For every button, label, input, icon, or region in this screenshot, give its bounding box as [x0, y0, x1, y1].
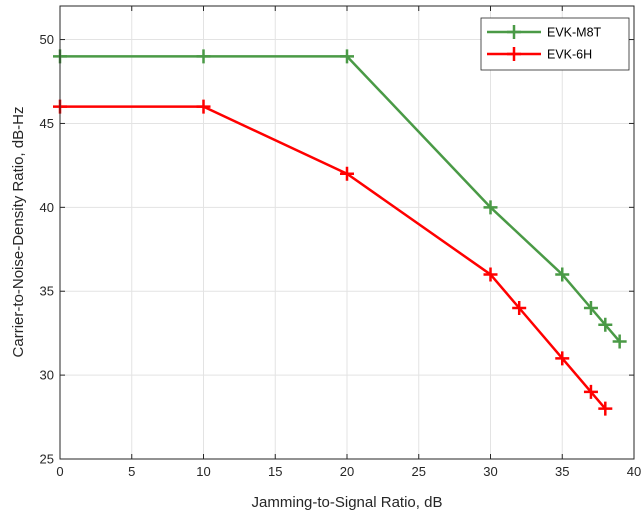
legend-marker-1: [507, 47, 521, 61]
legend: EVK-M8T EVK-6H: [480, 17, 630, 71]
y-tick-label: 35: [40, 284, 54, 299]
x-tick-label: 10: [196, 464, 210, 479]
x-tick-label: 30: [483, 464, 497, 479]
data-point-marker: [598, 401, 613, 416]
series-line-0: [60, 55, 621, 343]
legend-label-1: EVK-6H: [547, 48, 592, 62]
y-tick-label: 40: [40, 200, 54, 215]
data-point-marker: [196, 99, 211, 114]
x-tick-label: 5: [128, 464, 135, 479]
y-tick-label: 25: [40, 452, 54, 467]
data-point-marker: [483, 267, 498, 282]
data-point-marker: [340, 166, 354, 181]
data-point-marker: [555, 351, 570, 366]
y-tick-label: 45: [40, 116, 54, 131]
y-tick-label: 50: [40, 32, 54, 47]
series-line-1: [60, 105, 607, 410]
data-point-marker: [555, 267, 570, 282]
legend-box: [480, 17, 630, 71]
tick-labels: 0 5 10 15 20 25 30 35 40 25 30 35 40 45 50: [40, 32, 641, 479]
data-point-marker: [196, 49, 211, 64]
data-point-marker: [612, 334, 627, 349]
y-axis-label: Carrier-to-Noise-Density Ratio, dB-Hz: [10, 107, 27, 358]
data-point-marker: [483, 200, 498, 215]
y-tick-label: 30: [40, 368, 54, 383]
data-point-marker: [583, 384, 598, 399]
x-axis-label: Jamming-to-Signal Ratio, dB: [252, 494, 443, 511]
legend-entries: EVK-M8T EVK-6H: [487, 25, 602, 62]
x-tick-label: 0: [56, 464, 63, 479]
data-point-marker: [512, 301, 527, 315]
x-tick-label: 25: [412, 464, 426, 479]
ticks: [59, 6, 635, 460]
x-tick-label: 40: [627, 464, 641, 479]
legend-marker-0: [507, 25, 521, 39]
data-point-marker: [340, 49, 354, 64]
x-tick-label: 15: [268, 464, 282, 479]
data-point-marker: [598, 317, 613, 332]
legend-label-0: EVK-M8T: [547, 26, 602, 40]
x-tick-label: 20: [340, 464, 354, 479]
x-tick-label: 35: [555, 464, 569, 479]
data-point-marker: [583, 301, 598, 315]
